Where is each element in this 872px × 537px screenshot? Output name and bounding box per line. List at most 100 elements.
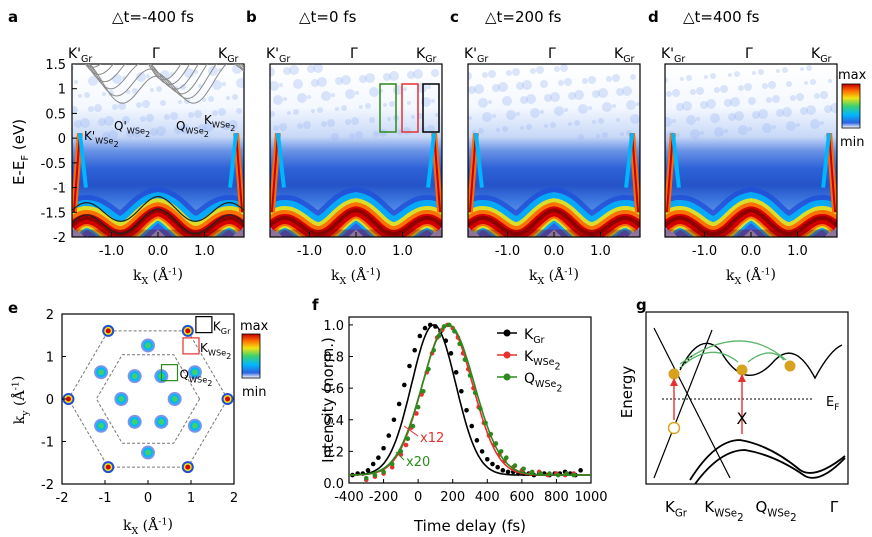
valence-band xyxy=(689,439,846,481)
top-label-k-gr: KGr xyxy=(614,46,635,65)
x-tick-label: 0.0 xyxy=(544,244,565,259)
arpes-noise xyxy=(578,104,588,114)
schematic-frame xyxy=(645,311,849,485)
data-point-series-2 xyxy=(441,324,447,329)
arpes-noise xyxy=(730,97,740,107)
arpes-noise xyxy=(536,66,544,74)
arpes-noise xyxy=(297,93,307,103)
arpes-noise xyxy=(132,128,142,138)
arpes-noise xyxy=(468,72,472,80)
panel-b-title: △t=0 fs xyxy=(299,8,357,26)
data-point-series-0 xyxy=(396,401,402,407)
arpes-noise xyxy=(686,75,692,81)
label-k-wse2: KWSe2 xyxy=(200,341,231,361)
arpes-noise xyxy=(738,85,744,91)
arpes-noise xyxy=(502,126,508,132)
data-point-series-2 xyxy=(521,466,526,472)
arpes-noise xyxy=(828,79,832,83)
arpes-noise xyxy=(704,75,708,79)
x-tick-label: -1.0 xyxy=(495,244,520,259)
x-tick-label: 400 xyxy=(475,490,500,505)
data-point-series-0 xyxy=(422,325,428,331)
arpes-noise xyxy=(270,81,279,91)
arpes-noise xyxy=(830,103,837,113)
arpes-noise xyxy=(700,101,708,109)
arpes-noise xyxy=(824,105,832,113)
data-point-series-0 xyxy=(490,461,495,467)
arpes-noise xyxy=(431,99,435,103)
k-wse2-spot-core xyxy=(145,342,151,349)
k-cone-inner xyxy=(426,132,437,188)
arpes-xlabel: kX (Å-1) xyxy=(133,266,183,287)
x-tick-label: 1000 xyxy=(574,490,607,505)
arpes-noise xyxy=(706,99,716,109)
arpes-noise xyxy=(592,90,600,98)
arpes-noise xyxy=(502,96,512,106)
arpes-noise xyxy=(512,68,520,76)
y-tick-label: 0.2 xyxy=(323,445,344,460)
y-tick-label: 1.5 xyxy=(45,58,66,73)
data-point-series-1 xyxy=(403,442,409,448)
arpes-noise xyxy=(554,106,564,116)
data-point-series-0 xyxy=(500,468,506,473)
x-tick-label: -2 xyxy=(56,491,69,506)
arpes-noise xyxy=(417,83,427,93)
arpes-map-0 xyxy=(72,64,244,237)
fermi-map: KGr KWSe2 QWSe2 2 1 0 -1 -2-2 -1 0 1 2 ky (Å-1) kX (Å… xyxy=(10,308,268,537)
panel-letter-a: a xyxy=(8,8,18,26)
arpes-noise xyxy=(84,92,90,98)
brillouin-zone-wse2 xyxy=(95,354,201,444)
arpes-noise xyxy=(307,65,315,73)
arpes-noise xyxy=(516,82,524,90)
arpes-noise xyxy=(403,127,411,135)
arpes-noise xyxy=(752,71,756,75)
arpes-noise xyxy=(772,125,776,129)
arpes-xlabel: kX (Å-1) xyxy=(726,266,776,287)
arpes-noise xyxy=(365,73,375,83)
arpes-noise xyxy=(762,123,772,133)
x-tick-label: 1 xyxy=(187,491,195,506)
arpes-noise xyxy=(351,117,359,125)
arpes-noise xyxy=(762,83,768,89)
k-wse2-spot-core xyxy=(191,369,198,376)
fermi-level-label: EF xyxy=(826,395,839,413)
top-label-k-gr: KGr xyxy=(811,46,832,65)
dft-conduction-band xyxy=(84,64,242,81)
data-point-series-0 xyxy=(386,433,392,438)
arpes-noise xyxy=(297,123,303,129)
data-point-series-2 xyxy=(363,475,369,481)
arpes-noise xyxy=(744,83,752,91)
arpes-noise xyxy=(383,73,391,81)
chart-frame xyxy=(348,316,592,484)
arpes-noise xyxy=(700,131,704,135)
top-label-kprime-gr: K'Gr xyxy=(464,46,488,65)
transfer-arrow xyxy=(679,351,739,369)
arpes-noise xyxy=(383,103,387,107)
arpes-noise xyxy=(748,127,752,131)
label-q-wse2: QWSe2 xyxy=(176,119,209,139)
arpes-noise xyxy=(550,122,556,128)
arpes-noise xyxy=(170,112,178,120)
arpes-noise xyxy=(174,126,182,134)
arpes-noise xyxy=(341,105,347,111)
arpes-noise xyxy=(369,87,379,97)
label-qprime-wse2: Q'WSe2 xyxy=(114,119,150,139)
box-k-wse2 xyxy=(182,337,200,355)
arpes-noise xyxy=(776,69,780,73)
arpes-noise xyxy=(728,113,736,121)
transfer-arrow xyxy=(747,352,785,363)
arpes-noise xyxy=(126,130,134,138)
y-tick-label: -2 xyxy=(41,478,54,493)
data-point-series-0 xyxy=(495,464,500,470)
dft-valence-band xyxy=(72,195,244,222)
arpes-noise xyxy=(620,132,624,136)
panel-a-title: △t=-400 fs xyxy=(112,8,194,26)
arpes-noise xyxy=(180,84,186,90)
arpes-noise xyxy=(598,118,604,124)
data-point-series-2 xyxy=(493,441,499,446)
arpes-map-2 xyxy=(468,64,640,237)
arpes-noise xyxy=(236,108,242,114)
arpes-noise xyxy=(724,99,732,107)
arpes-noise xyxy=(411,115,415,119)
box-k-gr xyxy=(195,316,213,334)
